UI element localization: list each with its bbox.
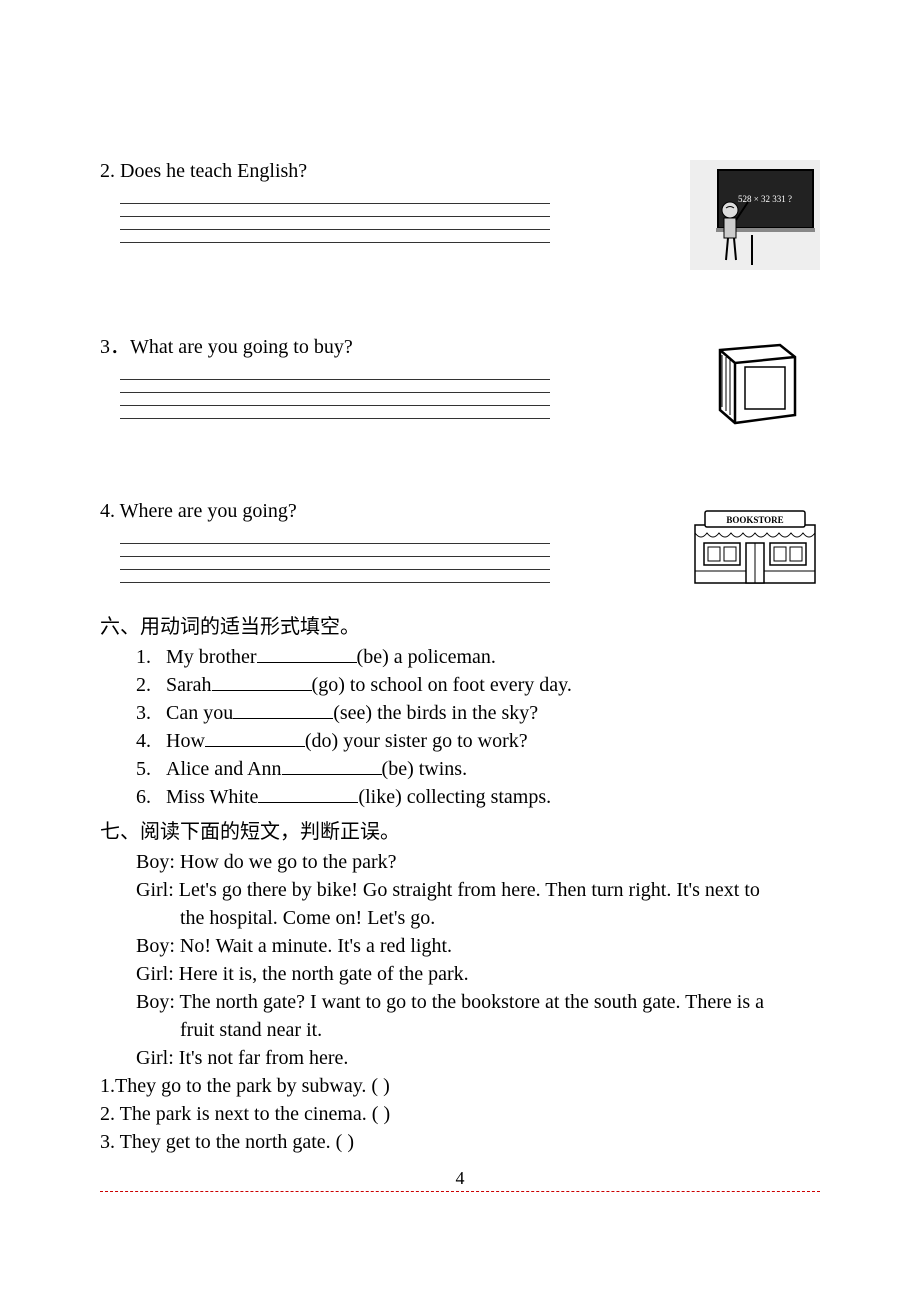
fill-item-3: 3. Can you(see) the birds in the sky? — [100, 699, 820, 727]
question-3-prompt: 3．What are you going to buy? — [100, 330, 670, 359]
answer-lines-4[interactable] — [120, 531, 670, 583]
blank-5[interactable] — [282, 757, 382, 775]
fill-item-4: 4. How(do) your sister go to work? — [100, 727, 820, 755]
dialogue-line-cont: the hospital. Come on! Let's go. — [136, 904, 820, 932]
book-icon — [690, 330, 820, 440]
dialogue-line-cont: fruit stand near it. — [136, 1016, 820, 1044]
section-6-heading: 六、用动词的适当形式填空。 — [100, 610, 820, 639]
blank-1[interactable] — [257, 645, 357, 663]
tf-item-1[interactable]: 1.They go to the park by subway. ( ) — [100, 1072, 820, 1100]
bookstore-label: BOOKSTORE — [726, 515, 783, 525]
section-7-heading: 七、阅读下面的短文，判断正误。 — [100, 815, 820, 844]
svg-text:528 × 32 331 ?: 528 × 32 331 ? — [738, 194, 792, 204]
fill-item-6: 6. Miss White(like) collecting stamps. — [100, 783, 820, 811]
tf-item-2[interactable]: 2. The park is next to the cinema. ( ) — [100, 1100, 820, 1128]
page-number: 4 — [100, 1168, 820, 1189]
dialogue-line: Girl: Let's go there by bike! Go straigh… — [136, 876, 820, 904]
blank-6[interactable] — [258, 785, 358, 803]
answer-lines-3[interactable] — [120, 367, 670, 419]
question-4: 4. Where are you going? BOOKSTORE — [100, 500, 820, 590]
dialogue-block: Boy: How do we go to the park? Girl: Let… — [100, 848, 820, 1072]
blank-2[interactable] — [212, 673, 312, 691]
dialogue-line: Boy: How do we go to the park? — [136, 848, 820, 876]
dialogue-line: Boy: No! Wait a minute. It's a red light… — [136, 932, 820, 960]
fill-item-5: 5. Alice and Ann(be) twins. — [100, 755, 820, 783]
fill-item-2: 2. Sarah(go) to school on foot every day… — [100, 671, 820, 699]
footer-divider — [100, 1191, 820, 1192]
dialogue-line: Boy: The north gate? I want to go to the… — [136, 988, 820, 1016]
question-2-prompt: 2. Does he teach English? — [100, 160, 670, 183]
answer-lines-2[interactable] — [120, 191, 670, 243]
blank-4[interactable] — [205, 729, 305, 747]
dialogue-line: Girl: Here it is, the north gate of the … — [136, 960, 820, 988]
page-footer: 4 — [100, 1168, 820, 1192]
fill-item-1: 1. My brother(be) a policeman. — [100, 643, 820, 671]
dialogue-line: Girl: It's not far from here. — [136, 1044, 820, 1072]
tf-item-3[interactable]: 3. They get to the north gate. ( ) — [100, 1128, 820, 1156]
question-3: 3．What are you going to buy? — [100, 330, 820, 440]
question-2: 2. Does he teach English? 528 × 32 331 ? — [100, 160, 820, 270]
question-4-prompt: 4. Where are you going? — [100, 500, 670, 523]
blank-3[interactable] — [233, 701, 333, 719]
bookstore-icon: BOOKSTORE — [690, 500, 820, 590]
teacher-blackboard-icon: 528 × 32 331 ? — [690, 160, 820, 270]
